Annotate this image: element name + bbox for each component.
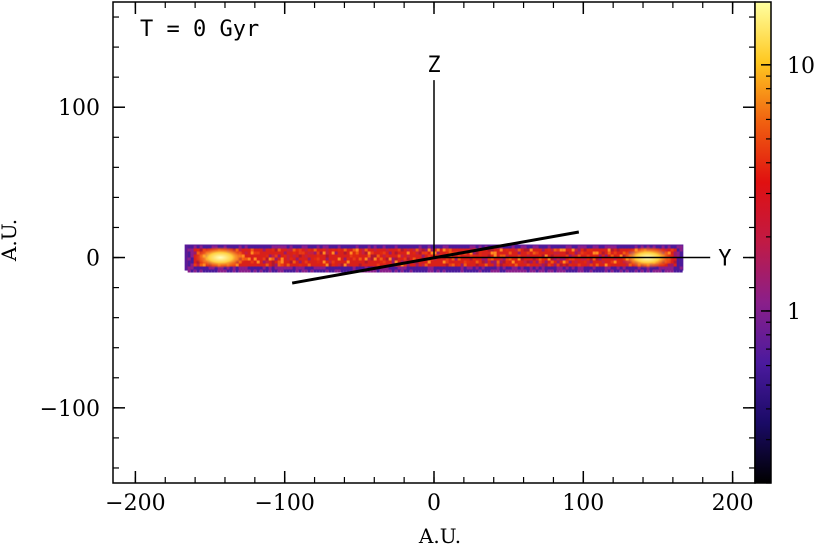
x-tick-label: 200 [712, 491, 754, 516]
x-tick-label: 0 [427, 491, 441, 516]
y-axis-overlay-label: Y [718, 247, 731, 272]
colorbar-ticks: 1 10 [761, 54, 815, 484]
colorbar-tick-label: 10 [787, 54, 815, 79]
axis-ticks [113, 2, 755, 483]
x-axis-projected-line [291, 230, 580, 285]
y-tick-label: 100 [58, 96, 100, 121]
y-tick-label: 0 [86, 247, 100, 272]
disk-hotspot [194, 246, 247, 269]
y-tick-label: −100 [40, 397, 100, 422]
x-tick-label: −100 [254, 491, 314, 516]
x-tick-label: −200 [105, 491, 165, 516]
axis-tick-labels: −200 −100 0 100 200 −100 0 100 [40, 96, 754, 516]
axes-overlay [291, 80, 711, 285]
colorbar-tick-label: 1 [787, 300, 801, 325]
y-axis-label: A.U. [0, 219, 21, 262]
z-axis-overlay-label: Z [427, 53, 440, 78]
x-tick-label: 100 [562, 491, 604, 516]
colorbar: 1 10 [754, 1, 815, 484]
plot-area [184, 80, 711, 285]
time-annotation: T = 0 Gyr [140, 17, 259, 42]
x-axis-label: A.U. [418, 524, 461, 546]
colorbar-gradient [754, 1, 772, 484]
